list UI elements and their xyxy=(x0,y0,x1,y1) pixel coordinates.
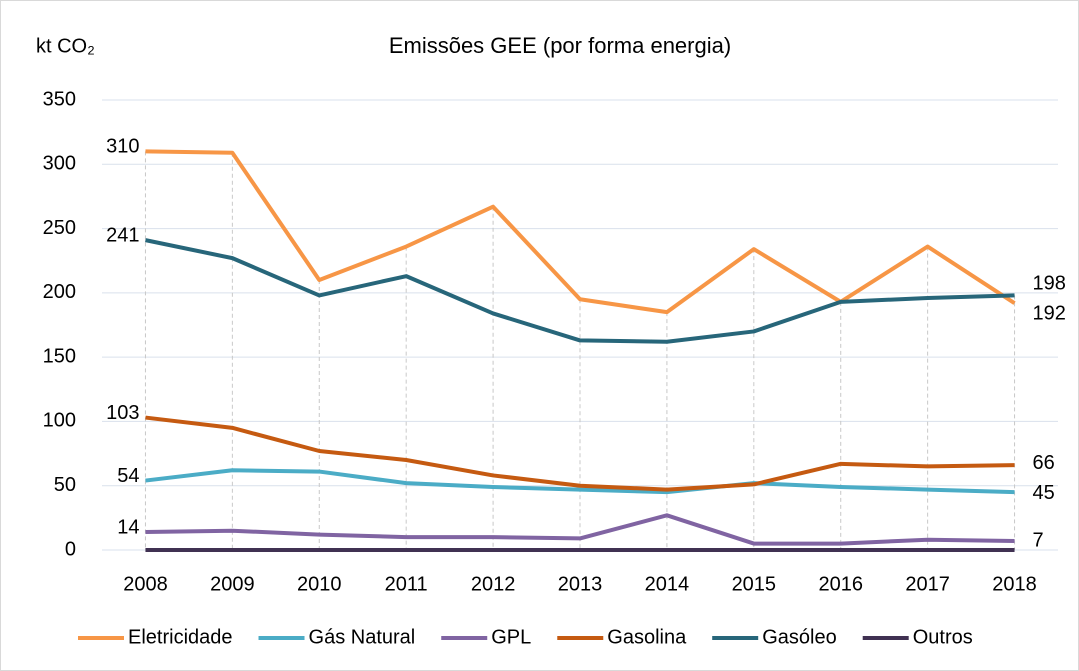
series-line xyxy=(145,238,1015,344)
x-tick-label: 2008 xyxy=(123,573,168,595)
x-tick-label: 2016 xyxy=(818,573,863,595)
y-tick-label: 300 xyxy=(43,153,76,175)
data-label: 14 xyxy=(117,516,139,538)
series-line xyxy=(145,415,1015,492)
y-tick-label: 100 xyxy=(43,410,76,432)
series-line xyxy=(145,513,1015,546)
series-line xyxy=(145,468,1015,495)
data-label: 103 xyxy=(106,402,139,424)
data-label: 310 xyxy=(106,136,139,158)
x-tick-label: 2012 xyxy=(471,573,516,595)
data-label: 241 xyxy=(106,224,139,246)
y-tick-label: 150 xyxy=(43,345,76,367)
legend-label: Eletricidade xyxy=(128,626,233,648)
legend-label: Gasóleo xyxy=(762,626,837,648)
x-tick-label: 2015 xyxy=(732,573,777,595)
data-label: 198 xyxy=(1033,273,1066,295)
y-tick-label: 250 xyxy=(43,217,76,239)
data-label: 66 xyxy=(1033,452,1055,474)
data-label: 54 xyxy=(117,465,139,487)
data-label: 7 xyxy=(1033,529,1044,551)
y-tick-label: 350 xyxy=(43,88,76,110)
legend-label: GPL xyxy=(491,626,531,648)
x-tick-label: 2014 xyxy=(645,573,690,595)
y-tick-label: 200 xyxy=(43,281,76,303)
x-tick-label: 2018 xyxy=(992,573,1037,595)
x-tick-label: 2010 xyxy=(297,573,342,595)
x-tick-label: 2013 xyxy=(558,573,603,595)
x-tick-label: 2017 xyxy=(905,573,950,595)
data-label: 192 xyxy=(1033,303,1066,325)
data-label: 45 xyxy=(1033,482,1055,504)
legend-label: Outros xyxy=(913,626,973,648)
x-tick-label: 2011 xyxy=(385,573,428,595)
y-tick-label: 0 xyxy=(65,538,76,560)
legend-label: Gás Natural xyxy=(309,626,416,648)
legend-label: Gasolina xyxy=(607,626,687,648)
x-tick-label: 2009 xyxy=(210,573,255,595)
y-axis-label: kt CO₂ xyxy=(36,35,95,57)
chart-title: Emissões GEE (por forma energia) xyxy=(389,33,731,58)
y-tick-label: 50 xyxy=(54,474,76,496)
series-line xyxy=(145,149,1016,315)
